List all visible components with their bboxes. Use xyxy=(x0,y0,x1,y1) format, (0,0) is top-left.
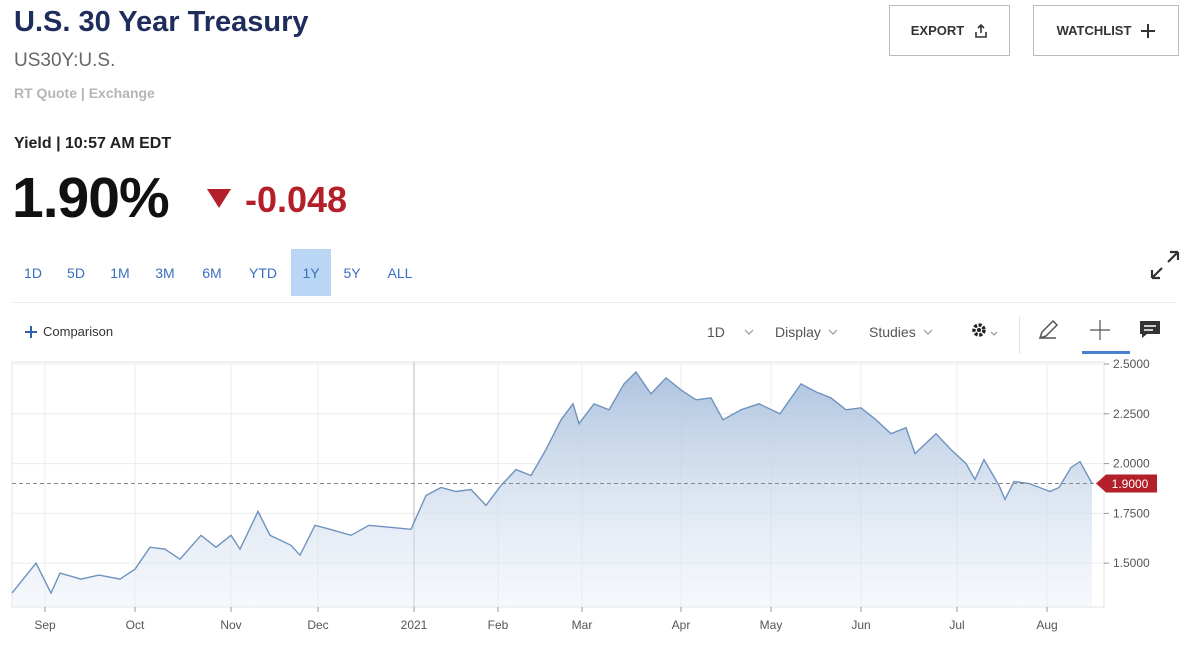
down-arrow xyxy=(207,189,231,208)
yield-label: Yield | 10:57 AM EDT xyxy=(14,135,172,152)
x-tick-label: Oct xyxy=(126,618,145,632)
range-tab[interactable]: 3M xyxy=(155,264,175,281)
x-tick-label: Mar xyxy=(572,618,593,632)
x-tick-label: Dec xyxy=(307,618,328,632)
range-tab[interactable]: 5D xyxy=(67,264,85,281)
range-tab[interactable]: 1Y xyxy=(291,249,331,296)
range-tab[interactable]: 1D xyxy=(24,264,42,281)
interval-menu[interactable]: 1D xyxy=(707,324,755,340)
page-title: U.S. 30 Year Treasury xyxy=(14,6,309,38)
export-icon xyxy=(975,23,988,38)
comparison-label: Comparison xyxy=(43,324,114,339)
range-tab[interactable]: 6M xyxy=(202,264,222,281)
range-tab[interactable]: ALL xyxy=(387,264,413,281)
interval-label: 1D xyxy=(707,324,725,340)
price-line xyxy=(11,370,1093,595)
chevron xyxy=(828,329,838,335)
expand-icon[interactable] xyxy=(1150,250,1180,280)
price-change: -0.048 xyxy=(245,179,348,220)
y-tick-label: 2.2500 xyxy=(1113,407,1150,421)
x-tick-label: May xyxy=(760,618,783,632)
chevron xyxy=(744,329,754,335)
y-tick-label: 1.5000 xyxy=(1113,556,1150,570)
x-tick-label: 2021 xyxy=(401,618,428,632)
last-price-badge xyxy=(1096,474,1157,493)
x-tick-label: Aug xyxy=(1036,618,1057,632)
divider xyxy=(12,302,1177,303)
range-tab[interactable]: 1M xyxy=(110,264,130,281)
range-tab[interactable]: YTD xyxy=(249,264,277,281)
button-label: EXPORT xyxy=(910,23,965,38)
plus-icon xyxy=(1141,23,1156,38)
y-tick-label: 2.5000 xyxy=(1113,357,1150,371)
export-button[interactable]: EXPORT xyxy=(889,5,1010,56)
x-tick-label: Jul xyxy=(949,618,964,632)
area-fill xyxy=(12,372,1092,607)
active-tool-underline xyxy=(1082,351,1130,354)
last-price-label: 1.9000 xyxy=(1112,477,1149,491)
range-tab[interactable]: 5Y xyxy=(343,264,361,281)
button-label: WATCHLIST xyxy=(1056,23,1132,38)
symbol: US30Y:U.S. xyxy=(14,50,116,71)
x-tick-label: Sep xyxy=(34,618,56,632)
x-tick-label: Feb xyxy=(488,618,509,632)
draw-icon[interactable] xyxy=(1036,318,1060,342)
comment-icon[interactable] xyxy=(1138,318,1162,342)
display-menu[interactable]: Display xyxy=(775,324,839,340)
quote-source: RT Quote | Exchange xyxy=(14,85,155,101)
display-label: Display xyxy=(775,324,821,340)
watchlist-button[interactable]: WATCHLIST xyxy=(1033,5,1179,56)
x-tick-label: Jun xyxy=(851,618,870,632)
y-tick-label: 1.7500 xyxy=(1113,506,1150,520)
y-tick-label: 2.0000 xyxy=(1113,457,1150,471)
settings-icon[interactable] xyxy=(969,320,1003,342)
chevron xyxy=(923,329,933,335)
comparison-button[interactable]: Comparison xyxy=(25,324,113,339)
toolbar-divider xyxy=(1019,316,1020,354)
last-price: 1.90% xyxy=(12,166,170,230)
plus-icon xyxy=(25,325,37,338)
x-tick-label: Apr xyxy=(672,618,691,632)
studies-menu[interactable]: Studies xyxy=(869,324,934,340)
x-tick-label: Nov xyxy=(220,618,241,632)
studies-label: Studies xyxy=(869,324,916,340)
crosshair-icon[interactable] xyxy=(1088,318,1112,342)
